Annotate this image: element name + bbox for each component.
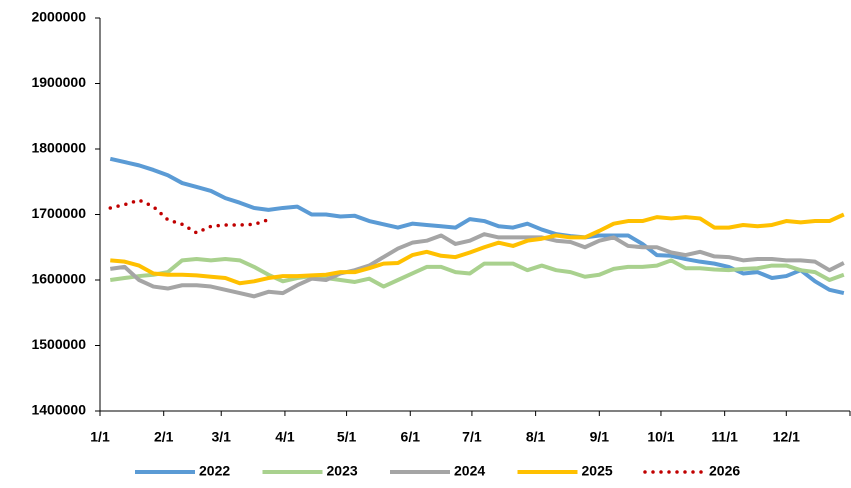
y-tick-label: 1600000	[31, 271, 86, 287]
series-line	[110, 212, 845, 286]
y-tick-label: 1400000	[31, 402, 86, 418]
legend-label: 2026	[709, 463, 740, 479]
series-line	[110, 232, 845, 299]
x-tick-label: 7/1	[462, 429, 482, 445]
x-tick-label: 1/1	[90, 429, 110, 445]
x-tick-label: 6/1	[401, 429, 421, 445]
x-tick-label: 8/1	[526, 429, 546, 445]
x-tick-label: 12/1	[773, 429, 800, 445]
y-tick-label: 1700000	[31, 205, 86, 221]
y-tick-label: 1900000	[31, 74, 86, 90]
y-tick-label: 1800000	[31, 140, 86, 156]
legend-label: 2022	[199, 463, 230, 479]
x-tick-label: 10/1	[647, 429, 674, 445]
legend-label: 2024	[454, 463, 485, 479]
x-tick-label: 2/1	[154, 429, 174, 445]
x-tick-label: 9/1	[590, 429, 610, 445]
x-tick-label: 3/1	[211, 429, 231, 445]
y-tick-label: 2000000	[31, 9, 86, 25]
x-tick-label: 4/1	[275, 429, 295, 445]
series-line	[109, 156, 845, 296]
y-tick-label: 1500000	[31, 336, 86, 352]
legend-label: 2025	[582, 463, 613, 479]
x-tick-label: 5/1	[337, 429, 357, 445]
legend-label: 2023	[327, 463, 358, 479]
series-line	[110, 257, 845, 289]
x-tick-label: 11/1	[711, 429, 738, 445]
series-line	[108, 198, 271, 235]
